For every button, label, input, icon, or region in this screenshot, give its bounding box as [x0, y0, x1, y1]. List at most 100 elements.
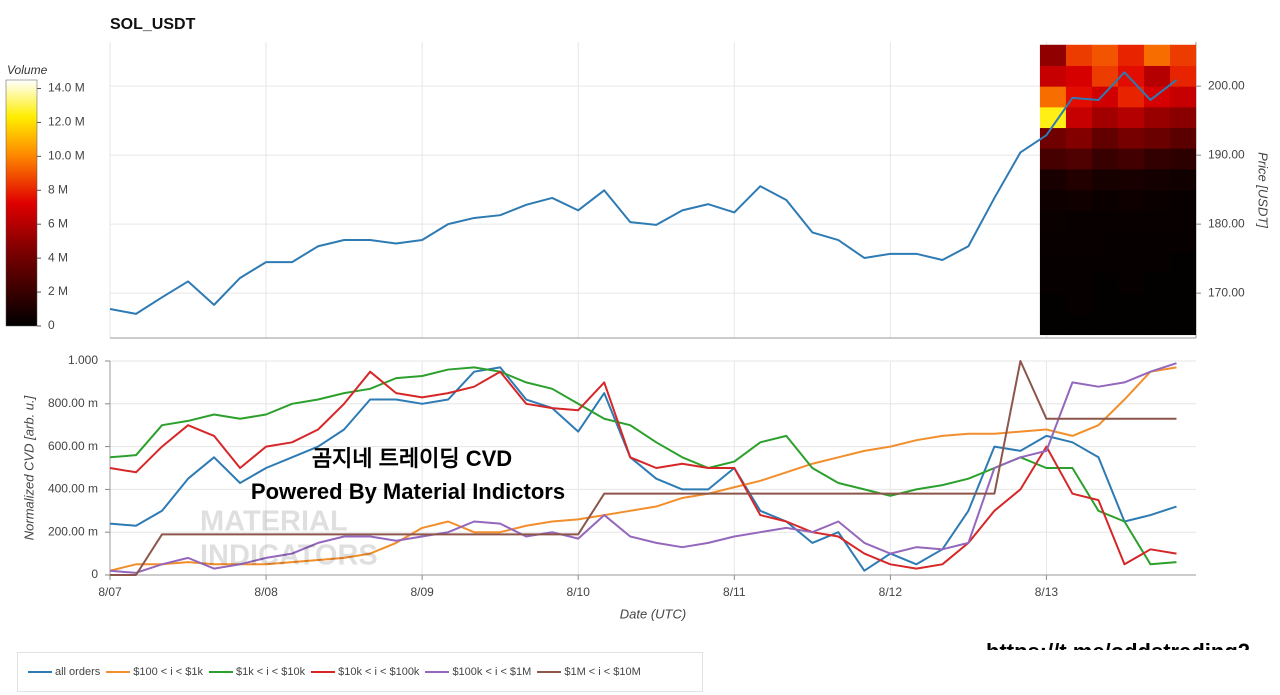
- heatmap-cell: [1065, 272, 1093, 294]
- heatmap-cell: [1117, 65, 1145, 87]
- heatmap-cell: [1039, 168, 1067, 191]
- heatmap-cell: [1065, 251, 1093, 273]
- x-tick-label: 8/10: [567, 585, 591, 599]
- chart: SOL_USDT Volume Price [USDT] Normalized …: [5, 16, 1271, 650]
- heatmap-cell: [1039, 272, 1067, 294]
- series-line: [109, 366, 1177, 572]
- series-line: [109, 362, 1177, 574]
- heatmap-cell: [1117, 313, 1145, 336]
- legend-item: $1k < i < $10k: [208, 666, 305, 678]
- heatmap-cell: [1039, 189, 1067, 211]
- heatmap-cell: [1169, 65, 1196, 87]
- y-tick-label: 1.000: [68, 353, 98, 367]
- heatmap-cell: [1039, 86, 1067, 108]
- heatmap-cell: [1169, 106, 1196, 129]
- heatmap-cell: [1169, 210, 1196, 232]
- colorbar-tick-label: 10.0 M: [48, 149, 85, 163]
- heatmap: [1039, 44, 1196, 336]
- x-tick-label: 8/09: [410, 585, 434, 599]
- legend-swatch: [425, 671, 450, 673]
- heatmap-cell: [1117, 293, 1145, 315]
- footer-link: https://t.me/oddstrading2: [986, 639, 1250, 650]
- heatmap-cell: [1143, 313, 1171, 336]
- heatmap-cell: [1169, 189, 1196, 211]
- heatmap-cell: [1065, 106, 1093, 129]
- colorbar-tick-label: 4 M: [48, 250, 68, 264]
- heatmap-cell: [1143, 168, 1171, 191]
- heatmap-cell: [1117, 106, 1145, 129]
- heatmap-cell: [1117, 86, 1145, 108]
- legend-item: $100k < i < $1M: [425, 666, 531, 678]
- heatmap-cell: [1143, 44, 1171, 66]
- heatmap-cell: [1117, 168, 1145, 191]
- heatmap-cell: [1091, 148, 1119, 170]
- legend-swatch: [208, 671, 233, 673]
- heatmap-cell: [1169, 148, 1196, 170]
- heatmap-cell: [1169, 251, 1196, 273]
- legend-label: all orders: [55, 666, 101, 678]
- heatmap-cell: [1143, 293, 1171, 315]
- heatmap-cell: [1117, 189, 1145, 211]
- heatmap-cell: [1091, 44, 1119, 66]
- heatmap-cell: [1065, 231, 1093, 253]
- heatmap-cell: [1091, 127, 1119, 149]
- y-tick-label: 800.00 m: [48, 396, 98, 410]
- heatmap-cell: [1039, 313, 1067, 336]
- heatmap-cell: [1039, 148, 1067, 170]
- legend-item: $10k < i < $100k: [311, 666, 419, 678]
- heatmap-cell: [1169, 44, 1196, 66]
- watermark: MATERIAL: [200, 506, 348, 538]
- series-line: [110, 360, 1177, 576]
- heatmap-cell: [1143, 189, 1171, 211]
- y-tick-label: 400.00 m: [48, 482, 98, 496]
- legend-label: $100k < i < $1M: [452, 666, 532, 678]
- heatmap-cell: [1117, 44, 1145, 66]
- heatmap-cell: [1117, 127, 1145, 149]
- y-axis-title: Normalized CVD [arb. u.]: [21, 395, 36, 540]
- heatmap-cell: [1091, 106, 1119, 129]
- legend-swatch: [28, 671, 52, 673]
- legend-label: $10k < i < $100k: [338, 666, 420, 678]
- colorbar-tick-label: 12.0 M: [48, 115, 85, 129]
- heatmap-cell: [1117, 272, 1145, 294]
- legend-swatch: [311, 671, 336, 673]
- colorbar-title: Volume: [7, 63, 48, 77]
- y-tick-label: 180.00: [1208, 216, 1245, 230]
- series-line: [109, 71, 1178, 315]
- heatmap-cell: [1065, 127, 1093, 149]
- heatmap-cell: [1091, 86, 1119, 108]
- heatmap-cell: [1117, 210, 1145, 232]
- legend-item: all orders: [28, 666, 100, 678]
- heatmap-cell: [1065, 65, 1093, 87]
- heatmap-cell: [1117, 148, 1145, 170]
- annotation: Powered By Material Indictors: [251, 479, 565, 504]
- heatmap-cell: [1143, 106, 1171, 129]
- heatmap-cell: [1065, 86, 1093, 108]
- legend-item: $1M < i < $10M: [537, 666, 641, 678]
- legend-swatch: [106, 671, 131, 673]
- heatmap-cell: [1039, 251, 1067, 273]
- colorbar-tick-label: 14.0 M: [48, 81, 85, 95]
- y-tick-label: 190.00: [1208, 147, 1245, 161]
- heatmap-cell: [1117, 231, 1145, 253]
- heatmap-cell: [1091, 251, 1119, 273]
- heatmap-cell: [1143, 251, 1171, 273]
- y-tick-label: 200.00: [1208, 78, 1245, 92]
- x-tick-label: 8/13: [1035, 585, 1059, 599]
- x-tick-label: 8/12: [879, 585, 903, 599]
- colorbar-tick-label: 0: [48, 318, 55, 332]
- heatmap-cell: [1143, 210, 1171, 232]
- heatmap-cell: [1169, 272, 1196, 294]
- heatmap-cell: [1091, 231, 1119, 253]
- heatmap-cell: [1117, 251, 1145, 273]
- chart-title: SOL_USDT: [110, 16, 196, 33]
- heatmap-cell: [1169, 86, 1196, 108]
- heatmap-cell: [1065, 44, 1093, 66]
- heatmap-cell: [1065, 148, 1093, 170]
- colorbar-tick-label: 2 M: [48, 284, 68, 298]
- heatmap-cell: [1169, 168, 1196, 191]
- x-tick-label: 8/08: [254, 585, 278, 599]
- heatmap-cell: [1091, 189, 1119, 211]
- heatmap-cell: [1169, 127, 1196, 149]
